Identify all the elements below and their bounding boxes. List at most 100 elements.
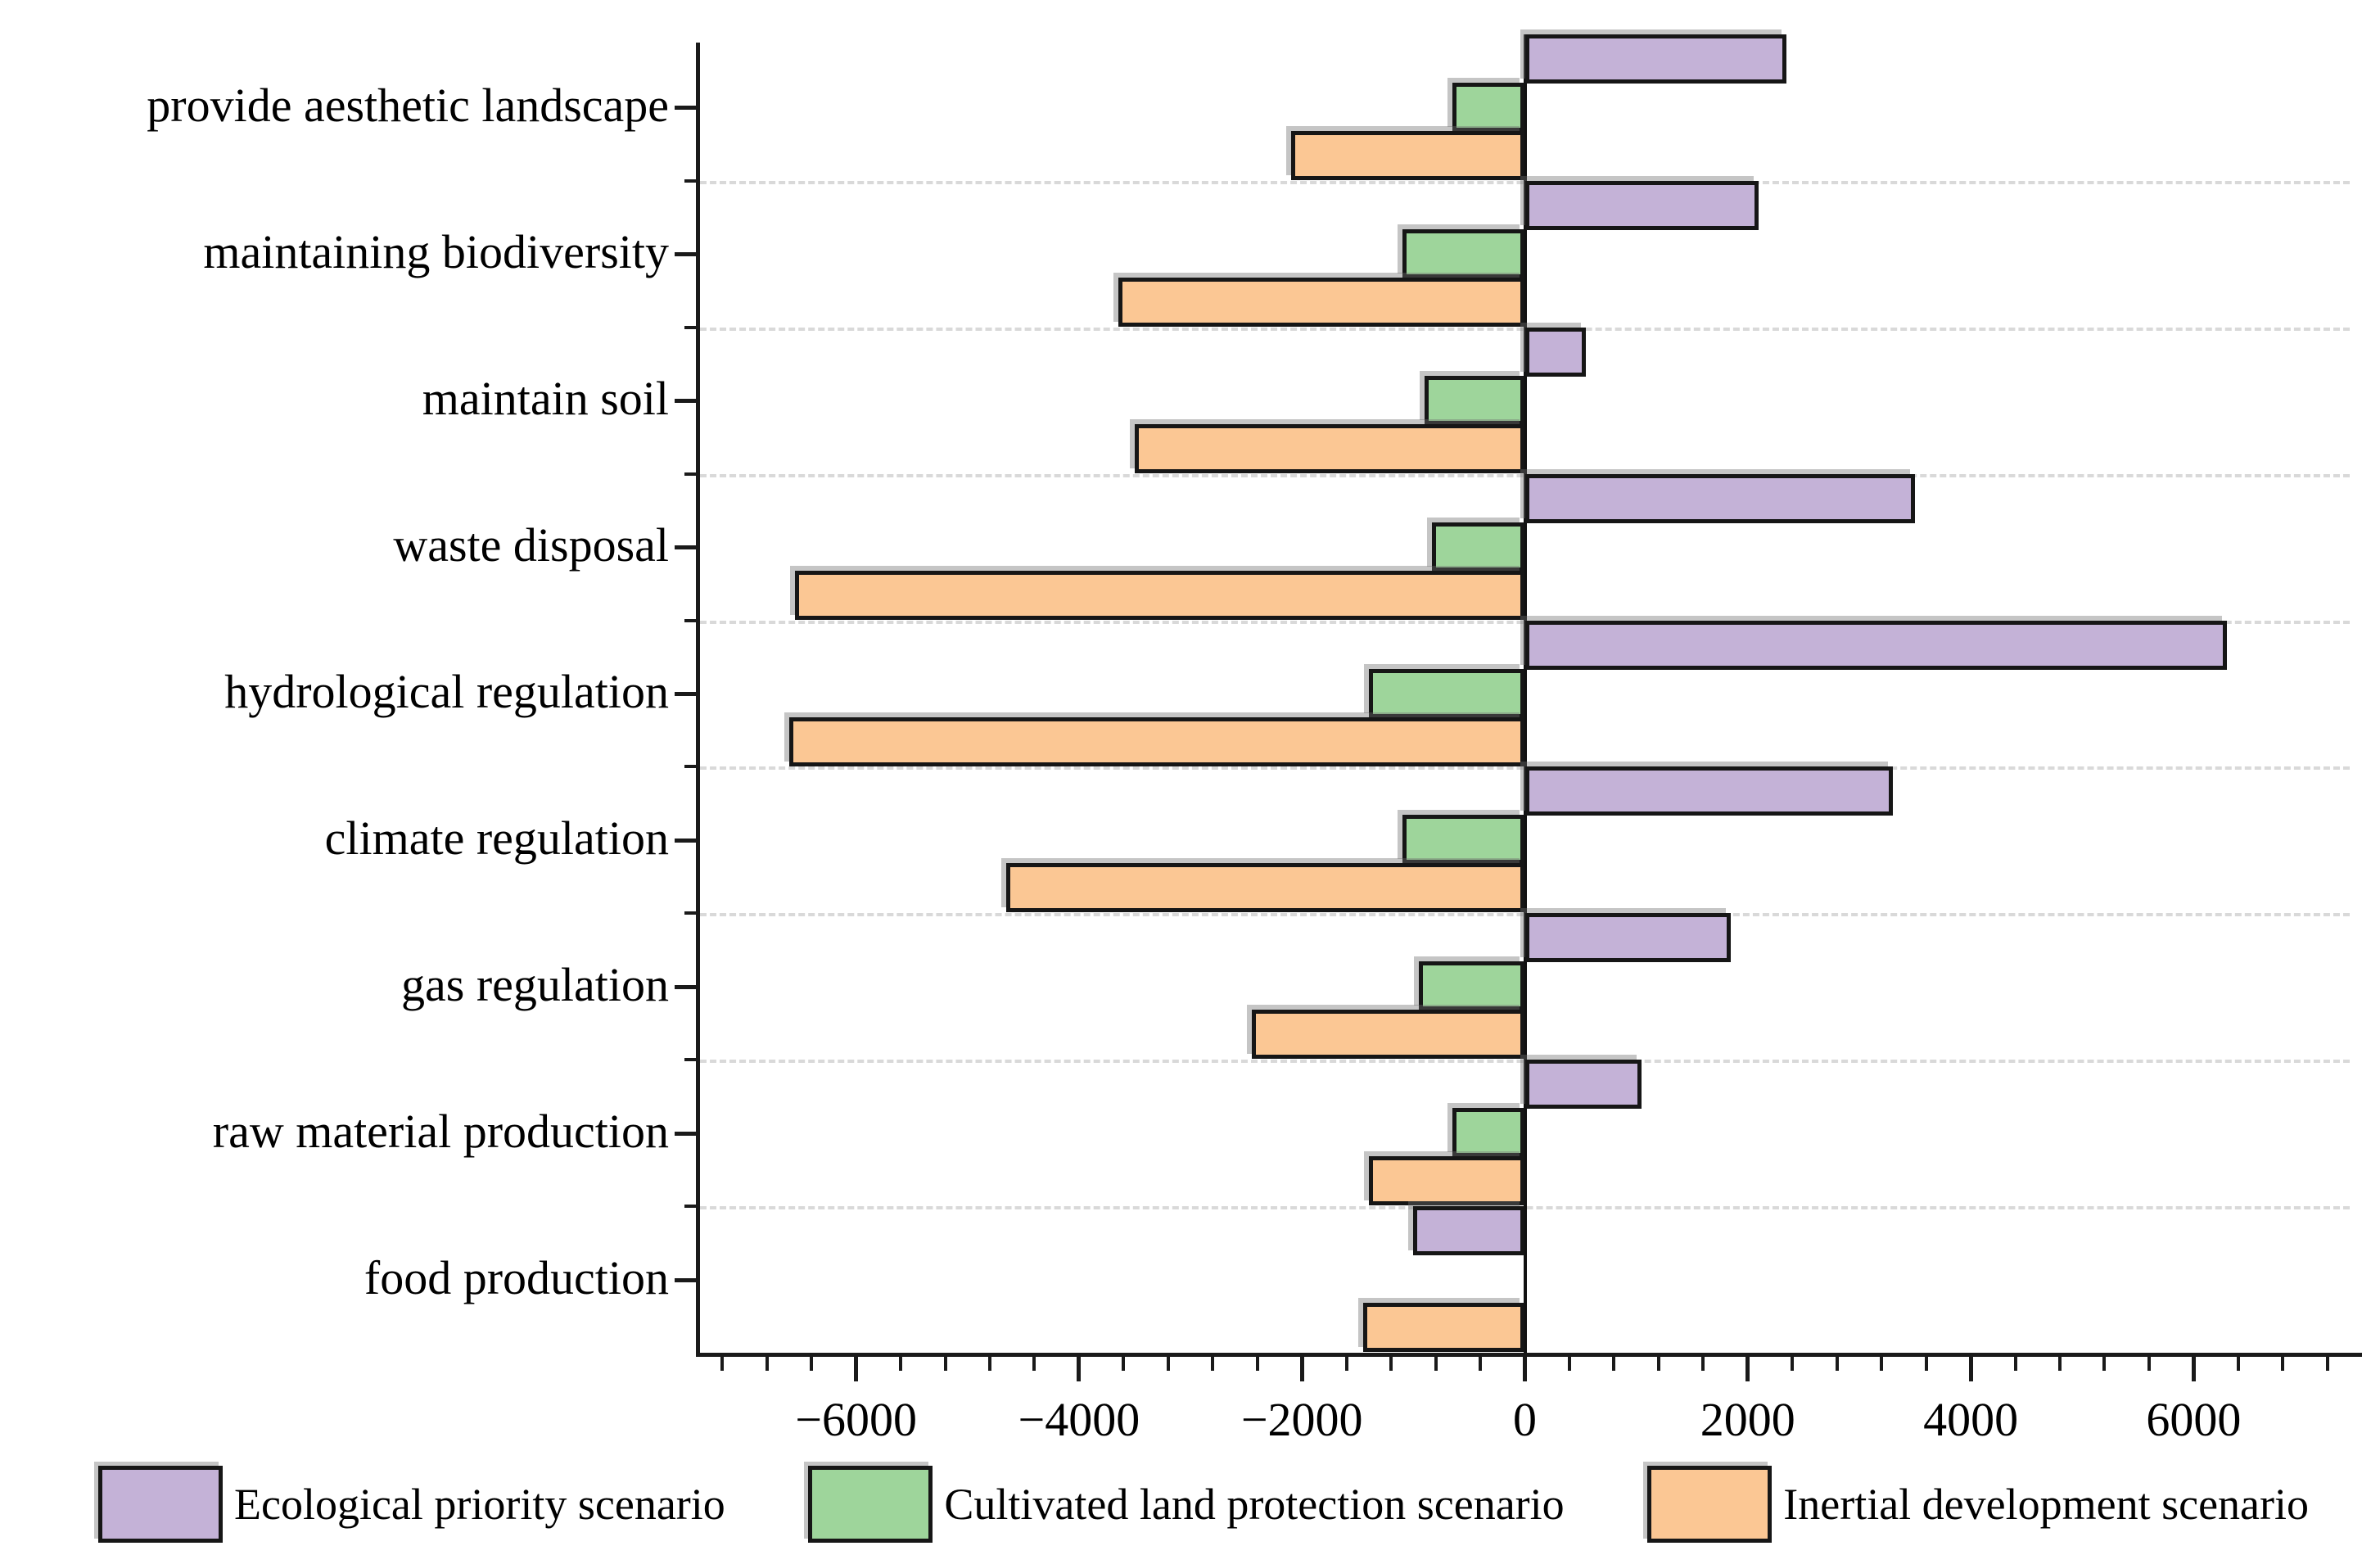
x-axis-minor-tick <box>1479 1357 1483 1371</box>
bar-inertial-8 <box>1368 1156 1525 1206</box>
y-axis-spine <box>696 43 700 1357</box>
x-axis-minor-tick <box>810 1357 814 1371</box>
plot-area <box>700 34 2350 1353</box>
legend-label: Inertial development scenario <box>1783 1480 2309 1529</box>
legend-item: Ecological priority scenario <box>98 1466 725 1543</box>
y-axis-major-tick <box>675 399 696 404</box>
category-label: climate regulation <box>324 811 669 865</box>
category-label: raw material production <box>212 1104 669 1158</box>
y-axis-major-tick <box>675 984 696 989</box>
x-axis-minor-tick <box>987 1357 991 1371</box>
bar-inertial-3 <box>1134 423 1525 473</box>
bar-cultivated-5 <box>1368 668 1525 718</box>
x-axis-major-tick <box>1077 1357 1082 1381</box>
x-tick-label: 2000 <box>1700 1393 1795 1446</box>
legend-label: Ecological priority scenario <box>234 1480 725 1529</box>
bar-ecological-7 <box>1524 913 1732 963</box>
bar-ecological-3 <box>1524 327 1587 377</box>
x-axis-minor-tick <box>1656 1357 1660 1371</box>
x-axis-minor-tick <box>1032 1357 1036 1371</box>
y-axis-minor-tick <box>684 325 696 329</box>
zero-axis-line <box>1523 34 1527 1353</box>
bar-ecological-2 <box>1524 180 1759 230</box>
x-axis-minor-tick <box>1612 1357 1616 1371</box>
x-axis-minor-tick <box>1567 1357 1571 1371</box>
category-label: hydrological regulation <box>224 664 669 718</box>
legend-swatch <box>98 1466 223 1543</box>
x-axis-minor-tick <box>1880 1357 1884 1371</box>
legend: Ecological priority scenario Cultivated l… <box>98 1459 2309 1549</box>
bar-cultivated-2 <box>1402 228 1525 278</box>
x-axis-minor-tick <box>2281 1357 2285 1371</box>
category-label: provide aesthetic landscape <box>147 79 669 133</box>
x-axis-minor-tick <box>1791 1357 1795 1371</box>
bar-cultivated-6 <box>1402 815 1525 865</box>
x-axis-minor-tick <box>1255 1357 1259 1371</box>
y-axis-major-tick <box>675 252 696 257</box>
x-axis-minor-tick <box>2013 1357 2017 1371</box>
y-axis-major-tick <box>675 106 696 111</box>
x-tick-label: −6000 <box>795 1393 917 1446</box>
x-tick-label: 4000 <box>1923 1393 2019 1446</box>
legend-item: Cultivated land protection scenario <box>808 1466 1565 1543</box>
bar-ecological-8 <box>1524 1060 1642 1110</box>
y-axis-major-tick <box>675 545 696 550</box>
x-axis-minor-tick <box>2147 1357 2151 1371</box>
legend-label: Cultivated land protection scenario <box>944 1480 1565 1529</box>
bar-inertial-5 <box>788 716 1525 766</box>
y-axis-major-tick <box>675 838 696 843</box>
y-axis-major-tick <box>675 1131 696 1136</box>
y-axis-major-tick <box>675 692 696 696</box>
legend-swatch <box>808 1466 933 1543</box>
x-axis-minor-tick <box>1166 1357 1170 1371</box>
x-axis-minor-tick <box>943 1357 947 1371</box>
x-axis-minor-tick <box>1344 1357 1348 1371</box>
category-label: food production <box>364 1250 669 1304</box>
x-axis-minor-tick <box>1835 1357 1839 1371</box>
x-axis-minor-tick <box>1924 1357 1928 1371</box>
bar-inertial-9 <box>1363 1303 1525 1353</box>
x-axis-minor-tick <box>1434 1357 1438 1371</box>
x-tick-label: 0 <box>1513 1393 1537 1446</box>
x-axis-minor-tick <box>899 1357 903 1371</box>
x-axis-minor-tick <box>2058 1357 2062 1371</box>
y-axis-minor-tick <box>684 1058 696 1062</box>
x-axis-minor-tick <box>2236 1357 2240 1371</box>
bar-inertial-2 <box>1118 277 1525 327</box>
category-label: waste disposal <box>393 518 669 572</box>
bar-cultivated-4 <box>1432 522 1525 572</box>
legend-item: Inertial development scenario <box>1647 1466 2309 1543</box>
x-axis-minor-tick <box>2102 1357 2107 1371</box>
y-axis-minor-tick <box>684 618 696 622</box>
category-label: maintaining biodiversity <box>203 225 669 279</box>
x-axis-minor-tick <box>1122 1357 1126 1371</box>
x-axis-spine <box>696 1353 2362 1357</box>
bar-cultivated-8 <box>1452 1108 1525 1158</box>
bar-inertial-1 <box>1290 131 1525 180</box>
x-axis-minor-tick <box>1389 1357 1393 1371</box>
y-axis-minor-tick <box>684 911 696 915</box>
legend-swatch <box>1647 1466 1773 1543</box>
y-axis-major-tick <box>675 1277 696 1282</box>
bar-inertial-7 <box>1251 1010 1525 1060</box>
bar-cultivated-7 <box>1419 961 1525 1011</box>
x-axis-minor-tick <box>720 1357 725 1371</box>
x-axis-minor-tick <box>765 1357 769 1371</box>
y-axis-minor-tick <box>684 765 696 769</box>
y-axis-minor-tick <box>684 179 696 183</box>
category-label: maintain soil <box>422 372 669 426</box>
x-tick-label: −4000 <box>1018 1393 1140 1446</box>
bar-cultivated-1 <box>1452 83 1525 132</box>
x-axis-minor-tick <box>2325 1357 2329 1371</box>
bar-ecological-4 <box>1524 473 1916 523</box>
y-axis-minor-tick <box>684 472 696 476</box>
x-axis-minor-tick <box>1211 1357 1215 1371</box>
x-axis-major-tick <box>2191 1357 2196 1381</box>
bar-ecological-1 <box>1524 34 1787 84</box>
bar-inertial-6 <box>1006 863 1525 913</box>
x-tick-label: 6000 <box>2146 1393 2242 1446</box>
x-tick-label: −2000 <box>1240 1393 1363 1446</box>
bar-ecological-9 <box>1413 1206 1525 1256</box>
y-axis-minor-tick <box>684 1205 696 1209</box>
x-axis-major-tick <box>854 1357 859 1381</box>
